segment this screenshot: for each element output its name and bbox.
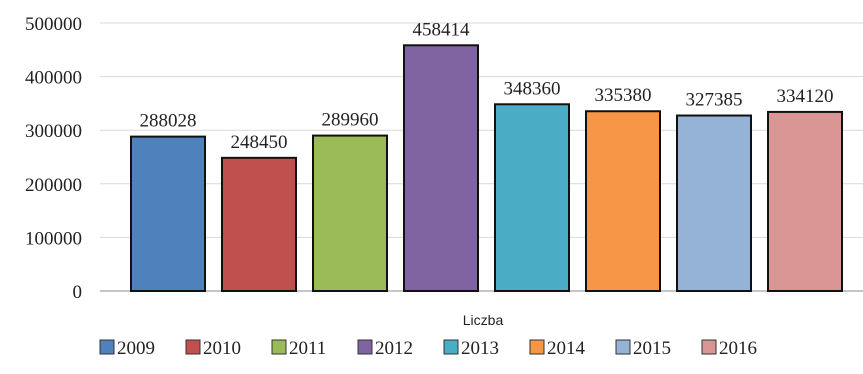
legend-swatch-2013 — [443, 339, 459, 355]
bar-2014 — [585, 110, 661, 293]
data-labels: 288028 248450 289960 458414 348360 335380 3273… — [140, 19, 834, 153]
data-label-2012: 458414 — [413, 19, 471, 40]
bar-2010 — [221, 156, 297, 292]
y-tick-label: 500000 — [25, 14, 82, 35]
data-label-2013: 348360 — [504, 78, 561, 99]
legend-label-2012: 2012 — [375, 338, 413, 359]
legend-swatch-2015 — [615, 339, 631, 355]
y-tick-label: 0 — [73, 282, 83, 303]
data-label-2011: 289960 — [322, 110, 379, 131]
legend-label-2014: 2014 — [547, 338, 586, 359]
legend-label-2009: 2009 — [117, 338, 155, 359]
legend-swatch-2010 — [185, 339, 201, 355]
legend-label-2010: 2010 — [203, 338, 241, 359]
y-tick-label: 100000 — [25, 228, 82, 249]
bar-2016 — [767, 110, 843, 292]
data-label-2009: 288028 — [140, 111, 197, 132]
y-tick-label: 200000 — [25, 175, 82, 196]
bar-2009 — [130, 135, 206, 292]
bar-2015 — [676, 114, 752, 292]
y-tick-label: 400000 — [25, 68, 82, 89]
data-label-2015: 327385 — [686, 90, 743, 111]
legend-label-2011: 2011 — [289, 338, 326, 359]
legend-label-2015: 2015 — [633, 338, 671, 359]
y-axis-ticks: 0 100000 200000 300000 400000 500000 — [25, 14, 82, 303]
bar-2012 — [403, 44, 479, 292]
data-label-2010: 248450 — [231, 132, 288, 153]
bars — [130, 44, 843, 293]
legend-swatch-2012 — [357, 339, 373, 355]
data-label-2014: 335380 — [595, 85, 652, 106]
legend: 2009 2010 2011 2012 2013 2014 2015 2016 — [99, 338, 757, 359]
legend-swatch-2011 — [271, 339, 287, 355]
legend-swatch-2014 — [529, 339, 545, 355]
legend-label-2016: 2016 — [719, 338, 757, 359]
legend-swatch-2009 — [99, 339, 115, 355]
data-label-2016: 334120 — [777, 86, 834, 107]
bar-2013 — [494, 103, 570, 292]
bar-2011 — [312, 134, 388, 292]
legend-swatch-2016 — [701, 339, 717, 355]
y-tick-label: 300000 — [25, 121, 82, 142]
x-category-label: Liczba — [463, 312, 504, 328]
legend-label-2013: 2013 — [461, 338, 499, 359]
